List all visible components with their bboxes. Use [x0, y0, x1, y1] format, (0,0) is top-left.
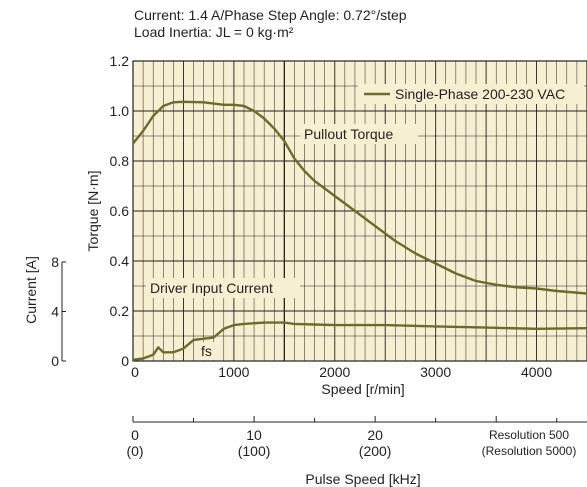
pulse-tick-sublabel: (200)	[359, 443, 392, 459]
current-tick-label: 0	[51, 353, 59, 369]
x-axis-label: Speed [r/min]	[321, 381, 404, 397]
resolution-note-sub: (Resolution 5000)	[482, 444, 577, 458]
y-tick-label: 0.2	[110, 303, 130, 319]
pulse-tick-sublabel: (0)	[126, 443, 143, 459]
labels: Single-Phase 200-230 VAC Pullout Torque Dr…	[146, 84, 584, 360]
legend-box	[358, 84, 584, 104]
y-tick-label: 0	[121, 353, 129, 369]
pulse-tick-sublabel: (100)	[238, 443, 271, 459]
plot-frame	[132, 60, 587, 362]
pulse-tick-label: 10	[246, 427, 262, 443]
fs-annotation-bg	[199, 342, 217, 360]
x-tick-label: 1000	[218, 364, 249, 380]
chart-header-line1: Current: 1.4 A/Phase Step Angle: 0.72°/s…	[134, 7, 407, 23]
axes: 00.20.40.60.81.01.20 1000 2000 3000 4000Spee…	[23, 53, 587, 487]
y-axis-label: Torque [N·m]	[85, 171, 101, 252]
legend-label: Single-Phase 200-230 VAC	[395, 86, 565, 102]
torque-annotation-bg	[300, 124, 418, 144]
y-tick-label: 1.2	[110, 53, 130, 69]
current-tick-label: 8	[51, 254, 59, 270]
x-tick-label: 3000	[420, 364, 451, 380]
annotation-pullout-torque: Pullout Torque	[304, 126, 393, 142]
y-tick-label: 0.8	[110, 153, 130, 169]
current-annotation-bg	[146, 278, 300, 298]
current-tick-label: 4	[51, 304, 59, 320]
grid	[133, 61, 587, 361]
pulse-tick-label: 20	[367, 427, 383, 443]
x-tick-label: 4000	[521, 364, 552, 380]
chart-header-line2: Load Inertia: JL = 0 kg·m²	[134, 24, 294, 40]
annotation-driver-input-current: Driver Input Current	[150, 280, 273, 296]
x-tick-label: 2000	[319, 364, 350, 380]
series-line-pullout-torque	[132, 100, 587, 295]
series-line-driver-input-current	[132, 321, 587, 361]
y-tick-label: 1.0	[110, 103, 130, 119]
x-tick-label: 0	[131, 364, 139, 380]
pulse-tick-label: 0	[131, 427, 139, 443]
pulse-axis-label: Pulse Speed [kHz]	[305, 471, 420, 487]
annotation-fs: fs	[201, 343, 212, 359]
y-tick-label: 0.4	[110, 253, 130, 269]
y-tick-label: 0.6	[110, 203, 130, 219]
resolution-note: Resolution 500	[489, 428, 569, 442]
current-axis-label: Current [A]	[23, 256, 39, 324]
series-layer	[132, 100, 587, 361]
